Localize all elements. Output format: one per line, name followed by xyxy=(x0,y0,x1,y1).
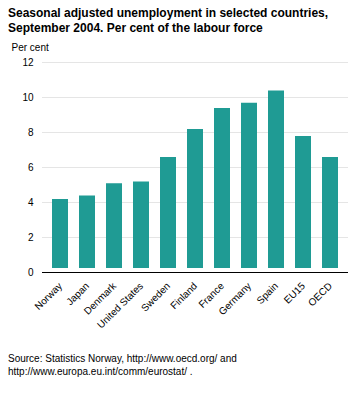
svg-text:0: 0 xyxy=(28,267,34,278)
svg-text:EU15: EU15 xyxy=(282,280,308,306)
svg-text:United States: United States xyxy=(95,280,145,330)
svg-text:Finland: Finland xyxy=(168,280,199,311)
html-text:Seasonal adjusted unemployment: Seasonal adjusted unemployment in select… xyxy=(8,6,329,35)
svg-text:4: 4 xyxy=(28,197,34,208)
svg-text:Spain: Spain xyxy=(254,280,280,306)
svg-text:6: 6 xyxy=(28,162,34,173)
svg-text:France: France xyxy=(196,280,227,310)
svg-text:Sweden: Sweden xyxy=(139,280,172,313)
svg-text:Germany: Germany xyxy=(216,280,253,317)
svg-text:12: 12 xyxy=(22,57,34,68)
html-text:Source: Statistics Norway, htt: Source: Statistics Norway, http://www.oe… xyxy=(8,353,237,377)
svg-text:Denmark: Denmark xyxy=(81,280,119,317)
svg-text:2: 2 xyxy=(28,232,34,243)
svg-text:10: 10 xyxy=(22,92,34,103)
svg-text:Japan: Japan xyxy=(64,280,92,308)
svg-text:Norway: Norway xyxy=(32,280,64,312)
svg-text:OECD: OECD xyxy=(306,280,334,308)
svg-text:Per cent: Per cent xyxy=(12,42,49,53)
svg-text:8: 8 xyxy=(28,127,34,138)
